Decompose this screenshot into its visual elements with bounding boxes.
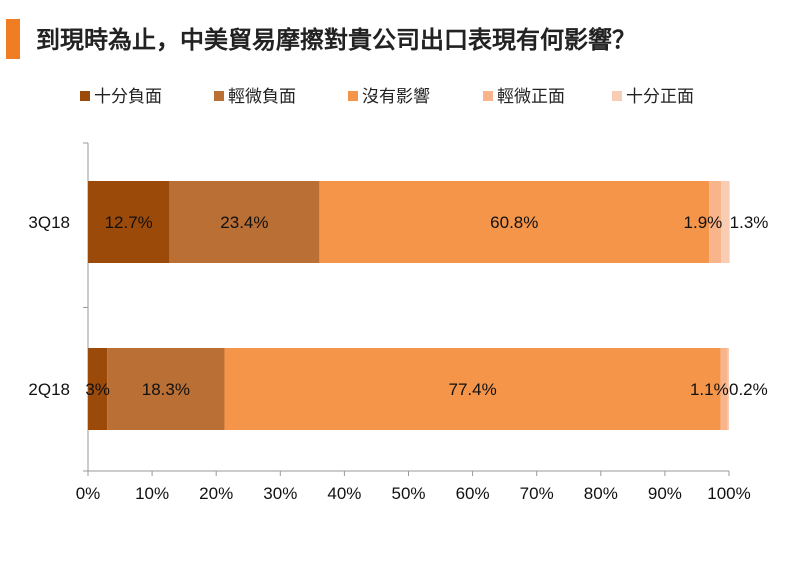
data-label: 12.7% [105, 213, 153, 232]
data-label: 60.8% [490, 213, 538, 232]
x-tick-label: 90% [648, 484, 682, 503]
legend-label: 輕微負面 [228, 87, 296, 107]
data-label: 18.3% [142, 380, 190, 399]
data-label: 77.4% [448, 380, 496, 399]
x-tick-label: 60% [456, 484, 490, 503]
legend-label: 十分正面 [626, 87, 694, 107]
data-label: 1.1% [690, 380, 729, 399]
data-label: 1.3% [730, 213, 769, 232]
x-tick-label: 50% [391, 484, 425, 503]
x-tick-label: 70% [520, 484, 554, 503]
data-label: 23.4% [220, 213, 268, 232]
legend-swatch [348, 91, 358, 101]
legend-swatch [612, 91, 622, 101]
data-label: 0.2% [729, 380, 768, 399]
legend-swatch [80, 91, 90, 101]
x-tick-label: 20% [199, 484, 233, 503]
legend-label: 沒有影響 [362, 87, 430, 107]
category-label: 2Q18 [28, 380, 70, 399]
x-tick-label: 40% [327, 484, 361, 503]
x-tick-label: 0% [76, 484, 101, 503]
x-tick-label: 80% [584, 484, 618, 503]
data-label: 3% [85, 380, 110, 399]
data-label: 1.9% [684, 213, 723, 232]
bar-segment [721, 181, 729, 263]
legend-swatch [483, 91, 493, 101]
legend-swatch [214, 91, 224, 101]
legend-label: 輕微正面 [497, 87, 565, 107]
x-tick-label: 10% [135, 484, 169, 503]
legend-label: 十分負面 [94, 87, 162, 107]
x-tick-label: 100% [707, 484, 750, 503]
category-label: 3Q18 [28, 213, 70, 232]
x-tick-label: 30% [263, 484, 297, 503]
